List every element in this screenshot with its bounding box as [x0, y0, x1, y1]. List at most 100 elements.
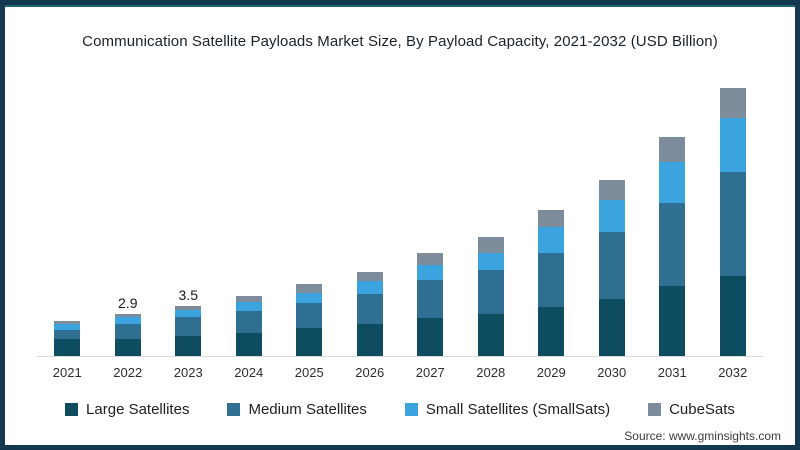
bar-segment — [235, 311, 262, 333]
bar-segment — [114, 314, 141, 317]
bar-column — [521, 77, 582, 356]
legend-item: Large Satellites — [65, 401, 189, 418]
bar-segment — [114, 339, 141, 356]
bar-segment — [659, 203, 686, 286]
bar-segment — [659, 286, 686, 356]
legend-label: CubeSats — [669, 401, 735, 418]
x-tick: 2026 — [355, 365, 385, 380]
bar-segment — [54, 339, 81, 356]
bar-column — [37, 77, 98, 356]
chart-title: Communication Satellite Payloads Market … — [82, 33, 718, 50]
x-tick: 2032 — [718, 365, 748, 380]
bar-segment — [417, 280, 444, 318]
bar-stack — [356, 272, 383, 356]
bar-segment — [417, 253, 444, 265]
bar-total-label: 3.5 — [178, 287, 198, 303]
bar-segment — [114, 324, 141, 339]
x-tick: 2028 — [476, 365, 506, 380]
bar-segment — [417, 265, 444, 280]
legend-item: Small Satellites (SmallSats) — [404, 401, 611, 418]
bar-stack — [659, 137, 686, 356]
bar-segment — [719, 276, 746, 356]
bar-segment — [296, 293, 323, 303]
x-tick: 2024 — [234, 365, 264, 380]
bar-segment — [477, 314, 504, 356]
bar-segment — [598, 180, 625, 200]
bar-column: 2.9 — [98, 77, 159, 356]
legend-item: Medium Satellites — [227, 401, 367, 418]
bar-column — [279, 77, 340, 356]
bar-column — [642, 77, 703, 356]
bar-segment — [477, 237, 504, 253]
bar-segment — [296, 303, 323, 328]
bar-segment — [719, 88, 746, 118]
bar-segment — [538, 307, 565, 356]
bar-stack — [719, 88, 746, 356]
bar-stack — [235, 296, 262, 356]
x-tick: 2029 — [536, 365, 566, 380]
bar-segment — [356, 324, 383, 356]
bar-segment — [538, 253, 565, 307]
bar-segment — [296, 328, 323, 356]
bar-segment — [538, 210, 565, 227]
bar-column: 3.5 — [158, 77, 219, 356]
x-tick: 2031 — [657, 365, 687, 380]
bar-segment — [477, 253, 504, 270]
bar-column — [461, 77, 522, 356]
bar-stack — [54, 321, 81, 356]
legend-swatch-icon — [227, 403, 241, 416]
bar-segment — [356, 281, 383, 294]
legend-label: Large Satellites — [86, 401, 190, 418]
x-tick: 2023 — [173, 365, 203, 380]
bar-stack — [538, 210, 565, 356]
legend-swatch-icon — [648, 403, 662, 416]
bar-segment — [54, 330, 81, 339]
bar-segment — [477, 270, 504, 314]
x-tick: 2025 — [294, 365, 324, 380]
legend-swatch-icon — [65, 403, 79, 416]
bar-segment — [175, 310, 202, 317]
bar-segment — [235, 333, 262, 356]
bar-segment — [719, 172, 746, 276]
bar-segment — [417, 318, 444, 356]
legend-label: Small Satellites (SmallSats) — [425, 401, 611, 418]
bar-segment — [296, 284, 323, 293]
bar-column — [340, 77, 401, 356]
bar-column — [582, 77, 643, 356]
bar-stack — [477, 237, 504, 356]
legend-item: CubeSats — [648, 401, 735, 418]
bar-segment — [235, 296, 262, 302]
legend-label: Medium Satellites — [248, 401, 367, 418]
bar-segment — [114, 317, 141, 324]
legend-swatch-icon — [404, 403, 418, 416]
bar-total-label: 2.9 — [118, 295, 138, 311]
bar-segment — [235, 302, 262, 311]
source-label: Source: www.gminsights.com — [624, 429, 781, 443]
bar-segment — [175, 336, 202, 356]
legend: Large Satellites Medium Satellites Small S… — [5, 401, 795, 418]
bar-stack — [598, 180, 625, 356]
x-tick: 2030 — [597, 365, 627, 380]
bar-segment — [175, 317, 202, 336]
bar-segment — [598, 200, 625, 232]
bar-segment — [719, 118, 746, 172]
plot-area: 2.9 3.5 — [37, 77, 763, 357]
bar-segment — [175, 306, 202, 310]
bar-stack — [114, 314, 141, 356]
bar-segment — [659, 162, 686, 203]
bar-segment — [356, 294, 383, 324]
bar-segment — [598, 299, 625, 356]
bar-segment — [659, 137, 686, 162]
bar-column — [400, 77, 461, 356]
bar-stack — [175, 306, 202, 356]
bar-stack — [417, 253, 444, 356]
bar-segment — [598, 232, 625, 299]
bar-stack — [296, 284, 323, 356]
x-tick: 2022 — [113, 365, 143, 380]
bar-segment — [54, 321, 81, 324]
bar-column — [703, 77, 764, 356]
x-tick: 2027 — [415, 365, 445, 380]
bar-segment — [54, 324, 81, 330]
bar-column — [219, 77, 280, 356]
